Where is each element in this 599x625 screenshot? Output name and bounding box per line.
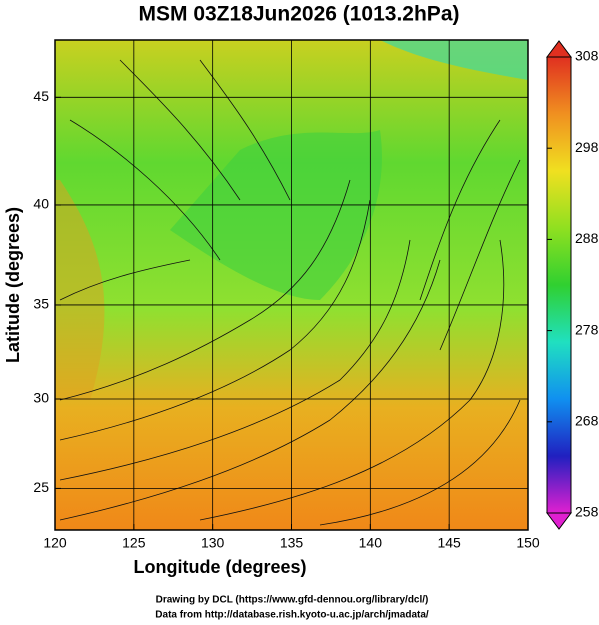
colorbar-tick-label: 268: [575, 413, 599, 429]
x-tick-label: 120: [43, 535, 67, 551]
colorbar-tick-label: 308: [575, 48, 599, 64]
streamlines: [59, 59, 521, 526]
x-tick-label: 140: [359, 535, 383, 551]
colorbar: [546, 56, 572, 514]
x-tick-label: 145: [437, 535, 461, 551]
x-tick-label: 135: [280, 535, 304, 551]
x-tick-label: 130: [201, 535, 225, 551]
colorbar-tick-label: 288: [575, 230, 599, 246]
credit: Drawing by DCL (https://www.gfd-dennou.o…: [156, 595, 429, 606]
x-tick-label: 150: [516, 535, 540, 551]
chart-title: MSM 03Z18Jun2026 (1013.2hPa): [139, 3, 460, 26]
colorbar-min-arrow: [546, 512, 572, 530]
colorbar-tick-label: 298: [575, 139, 599, 155]
colorbar-tick-label: 278: [575, 321, 599, 337]
colorbar-max-arrow: [546, 40, 572, 58]
y-tick-label: 40: [33, 196, 49, 212]
y-tick-label: 25: [33, 479, 49, 495]
y-tick-label: 45: [33, 88, 49, 104]
x-axis-label: Longitude (degrees): [133, 557, 306, 577]
y-tick-label: 30: [33, 390, 49, 406]
x-tick-label: 125: [122, 535, 146, 551]
colorbar-tick-label: 258: [575, 504, 599, 520]
y-tick-label: 35: [33, 296, 49, 312]
y-axis-label: Latitude (degrees): [3, 207, 23, 363]
credit: Data from http://database.rish.kyoto-u.a…: [155, 610, 429, 621]
